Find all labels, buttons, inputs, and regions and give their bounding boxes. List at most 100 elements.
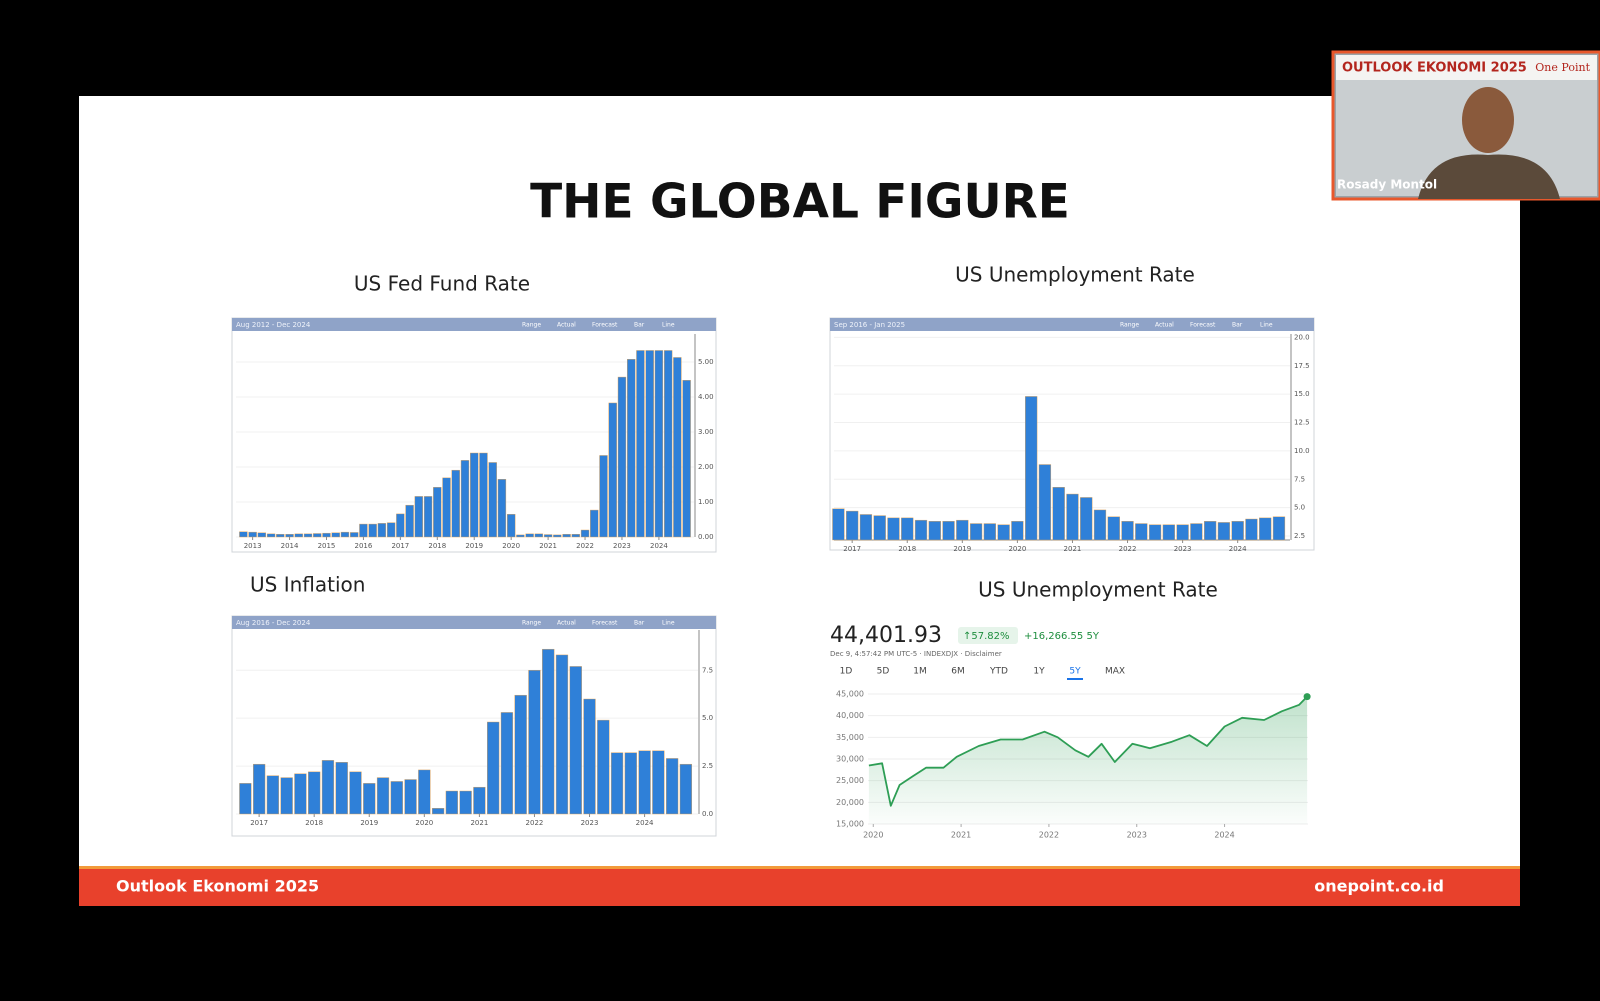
bar [1245,518,1258,541]
footer-right: onepoint.co.id [1314,877,1444,896]
range-button[interactable]: MAX [1105,667,1125,677]
y-tick-label: 20,000 [836,798,864,807]
bar [562,534,571,538]
y-tick-label: 2.5 [702,762,713,770]
chart-toolbar [232,318,716,331]
bar [239,531,248,538]
bar [555,654,569,815]
bar [859,514,873,541]
bar [846,510,859,541]
x-tick-label: 2022 [1119,545,1137,553]
bar [1176,524,1189,541]
bar [1080,497,1093,541]
bar [340,531,350,538]
bar [359,523,368,538]
date-range: Sep 2016 - Jan 2025 [834,321,905,329]
x-tick-label: 2021 [951,831,971,840]
toolbar-item: Range [522,620,541,627]
bar [543,534,553,538]
bar [914,519,928,541]
bar [887,517,900,541]
x-tick-label: 2016 [355,542,373,550]
bar [460,460,470,538]
bar [542,648,555,815]
bar [525,533,534,538]
bar [368,523,377,538]
bar [248,531,257,538]
bar [405,504,414,538]
bar [404,779,417,815]
bar [470,452,479,538]
toolbar-item: Actual [1155,322,1174,329]
bar [423,496,433,538]
toolbar-item: Actual [557,620,576,627]
bar [528,670,541,815]
bar [500,712,514,815]
y-tick-label: 4.00 [698,393,714,401]
toolbar-item: Line [662,322,675,329]
chart-toolbar [232,616,716,629]
speaker-body [1418,154,1560,199]
bar [645,350,654,538]
bar [1025,396,1038,541]
x-tick-label: 2022 [1039,831,1059,840]
bar [497,479,507,538]
bar [390,781,403,815]
bar [266,533,276,538]
x-tick-label: 2021 [1064,545,1082,553]
x-tick-label: 2017 [250,819,268,827]
bar [280,777,293,815]
bar [590,509,599,538]
range-button[interactable]: 1D [840,667,853,677]
range-button[interactable]: 1M [913,667,927,677]
bar [956,519,969,541]
x-tick-label: 2013 [244,542,262,550]
bar [479,452,488,538]
bar [1231,521,1244,541]
bar [1148,524,1162,541]
date-range: Aug 2012 - Dec 2024 [236,321,311,329]
bar [321,760,335,815]
bar [239,783,252,815]
chart-title: US Unemployment Rate [978,578,1218,602]
range-button[interactable]: 1Y [1033,667,1045,677]
bar [873,515,886,541]
bar [534,533,544,538]
bar [682,380,691,538]
range-button[interactable]: 5Y [1069,667,1081,677]
x-tick-label: 2019 [360,819,378,827]
range-button[interactable]: YTD [989,667,1008,677]
y-tick-label: 2.5 [1294,532,1305,540]
bar [942,521,955,541]
bar [322,532,331,538]
bar [997,524,1010,541]
video-tile[interactable]: OUTLOOK EKONOMI 2025 One Point Rosady Mo… [1331,50,1600,201]
y-tick-label: 17.5 [1294,362,1310,370]
bar [832,508,845,541]
last-point [1303,693,1311,701]
price: 44,401.93 [830,623,942,648]
bar [363,783,376,815]
toolbar-item: Bar [634,322,645,329]
y-tick-label: 1.00 [698,498,714,506]
bar [488,462,497,538]
bar [569,666,582,815]
chart-title: US Unemployment Rate [955,263,1195,287]
range-button[interactable]: 5D [877,667,890,677]
bar [1038,464,1052,541]
x-tick-label: 2023 [613,542,631,550]
bar [665,758,679,815]
bar [654,350,664,538]
y-tick-label: 40,000 [836,711,864,720]
bar [1052,487,1065,541]
footer-stripe [79,866,1520,869]
bar [276,534,285,538]
y-tick-label: 2.00 [698,463,714,471]
date-range: Aug 2016 - Dec 2024 [236,619,311,627]
bar [583,698,596,815]
bar [597,719,610,815]
y-tick-label: 5.00 [698,358,714,366]
bar [1121,521,1134,541]
y-tick-label: 25,000 [836,776,864,785]
range-button[interactable]: 6M [951,667,965,677]
